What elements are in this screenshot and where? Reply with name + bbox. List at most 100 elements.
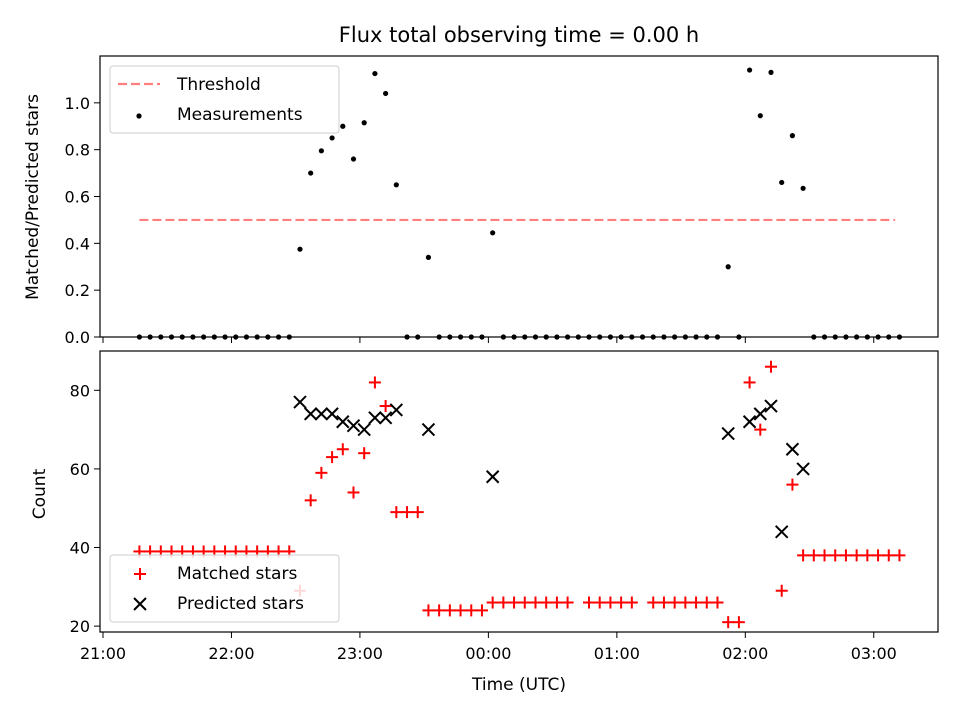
bottom-x-tick-label: 22:00 (208, 644, 254, 663)
legend-measurements-swatch (136, 113, 142, 119)
matched-star-point (775, 584, 788, 597)
measurement-point (672, 334, 678, 340)
measurement-point (886, 334, 892, 340)
legend-predicted-label: Predicted stars (177, 594, 304, 614)
matched-star-point (304, 494, 317, 507)
matched-star-point (593, 596, 606, 609)
predicted-star-point (314, 407, 329, 421)
top-y-axis: 0.0 0.2 0.4 0.6 0.8 1.0 (65, 94, 100, 347)
matched-star-point (679, 596, 692, 609)
matched-star-point (379, 400, 392, 413)
matched-star-point (486, 596, 499, 609)
matched-star-point (711, 596, 724, 609)
measurement-point (211, 334, 217, 340)
measurement-point (372, 70, 378, 77)
measurement-point (629, 334, 635, 340)
predicted-star-point (485, 470, 500, 484)
measurement-point (800, 185, 806, 191)
measurement-point (693, 334, 699, 340)
predicted-star-point (774, 525, 789, 539)
matched-star-point (625, 596, 638, 609)
bottom-panel: 20 40 60 80 21:00 22:00 23:00 00:00 01:00 02:00 0… (30, 350, 939, 695)
measurement-point (532, 334, 539, 340)
bottom-y-tick-label: 80 (70, 381, 90, 400)
predicted-star-point (378, 411, 393, 425)
measurement-point (425, 254, 432, 260)
matched-star-point (690, 596, 703, 609)
measurement-point (201, 334, 207, 340)
matched-star-point (754, 423, 767, 436)
predicted-star-point (389, 403, 404, 417)
predicted-star-point (421, 422, 436, 437)
matched-star-point (893, 549, 906, 562)
measurement-point (565, 334, 571, 340)
measurement-point (350, 156, 357, 162)
matched-star-point (882, 549, 895, 562)
measurement-point (340, 123, 346, 129)
measurement-point (447, 334, 453, 340)
matched-star-point (850, 549, 863, 562)
bottom-plot-frame (99, 350, 939, 633)
measurement-point (618, 334, 624, 340)
bottom-x-axis: 21:00 22:00 23:00 00:00 01:00 02:00 03:00 (80, 632, 897, 663)
matched-star-point (529, 596, 542, 609)
measurement-point (704, 334, 710, 340)
measurement-point (779, 179, 785, 186)
chart-title: Flux total observing time = 0.00 h (339, 23, 699, 47)
predicted-star-point (325, 407, 339, 421)
matched-star-point (497, 596, 510, 609)
measurement-point (468, 334, 474, 340)
matched-star-point (797, 549, 810, 562)
matched-star-point (583, 596, 596, 609)
measurement-point (500, 334, 506, 340)
top-x-ticks (102, 337, 875, 343)
matched-star-point (368, 376, 381, 389)
matched-star-point (540, 596, 553, 609)
measurement-point (404, 334, 410, 340)
measurement-point (318, 148, 324, 154)
matched-star-point (475, 604, 488, 617)
bottom-y-tick-label: 40 (70, 539, 90, 558)
measurement-point (243, 334, 250, 340)
matched-star-point (422, 604, 435, 617)
measurement-point (490, 230, 496, 236)
measurement-point (275, 334, 282, 340)
matched-star-point (604, 596, 617, 609)
measurement-point (661, 334, 667, 340)
measurement-point (789, 133, 796, 139)
matched-star-point (443, 604, 456, 617)
bottom-y-tick-label: 20 (70, 617, 90, 636)
top-legend-box (109, 65, 340, 134)
predicted-star-point (796, 462, 810, 476)
measurement-point (190, 334, 196, 340)
measurement-point (597, 334, 603, 340)
measurement-point (254, 334, 260, 340)
predicted-star-point (293, 395, 307, 409)
measurement-point (746, 67, 753, 73)
measurement-point (158, 334, 164, 340)
legend-predicted-swatch (133, 597, 147, 611)
matched-star-point (743, 376, 756, 389)
matched-star-point (615, 596, 628, 609)
measurement-point (854, 334, 860, 340)
matched-star-point (561, 596, 574, 609)
measurement-point (554, 334, 560, 340)
measurement-point (543, 334, 549, 340)
matched-star-point (347, 486, 360, 499)
predicted-star-point (357, 422, 371, 437)
matched-star-point (326, 451, 339, 464)
predicted-star-point (303, 407, 318, 421)
predicted-star-point (346, 418, 361, 433)
matched-star-point (433, 604, 446, 617)
measurement-point (736, 334, 742, 340)
measurement-point (479, 334, 485, 340)
measurement-point (511, 334, 517, 340)
measurement-point (875, 334, 881, 340)
measurement-point (329, 135, 335, 141)
matched-star-point (861, 549, 874, 562)
measurement-point (757, 113, 763, 119)
measurement-point (136, 334, 142, 340)
matched-star-point (647, 596, 660, 609)
bottom-y-tick-label: 60 (70, 460, 90, 479)
